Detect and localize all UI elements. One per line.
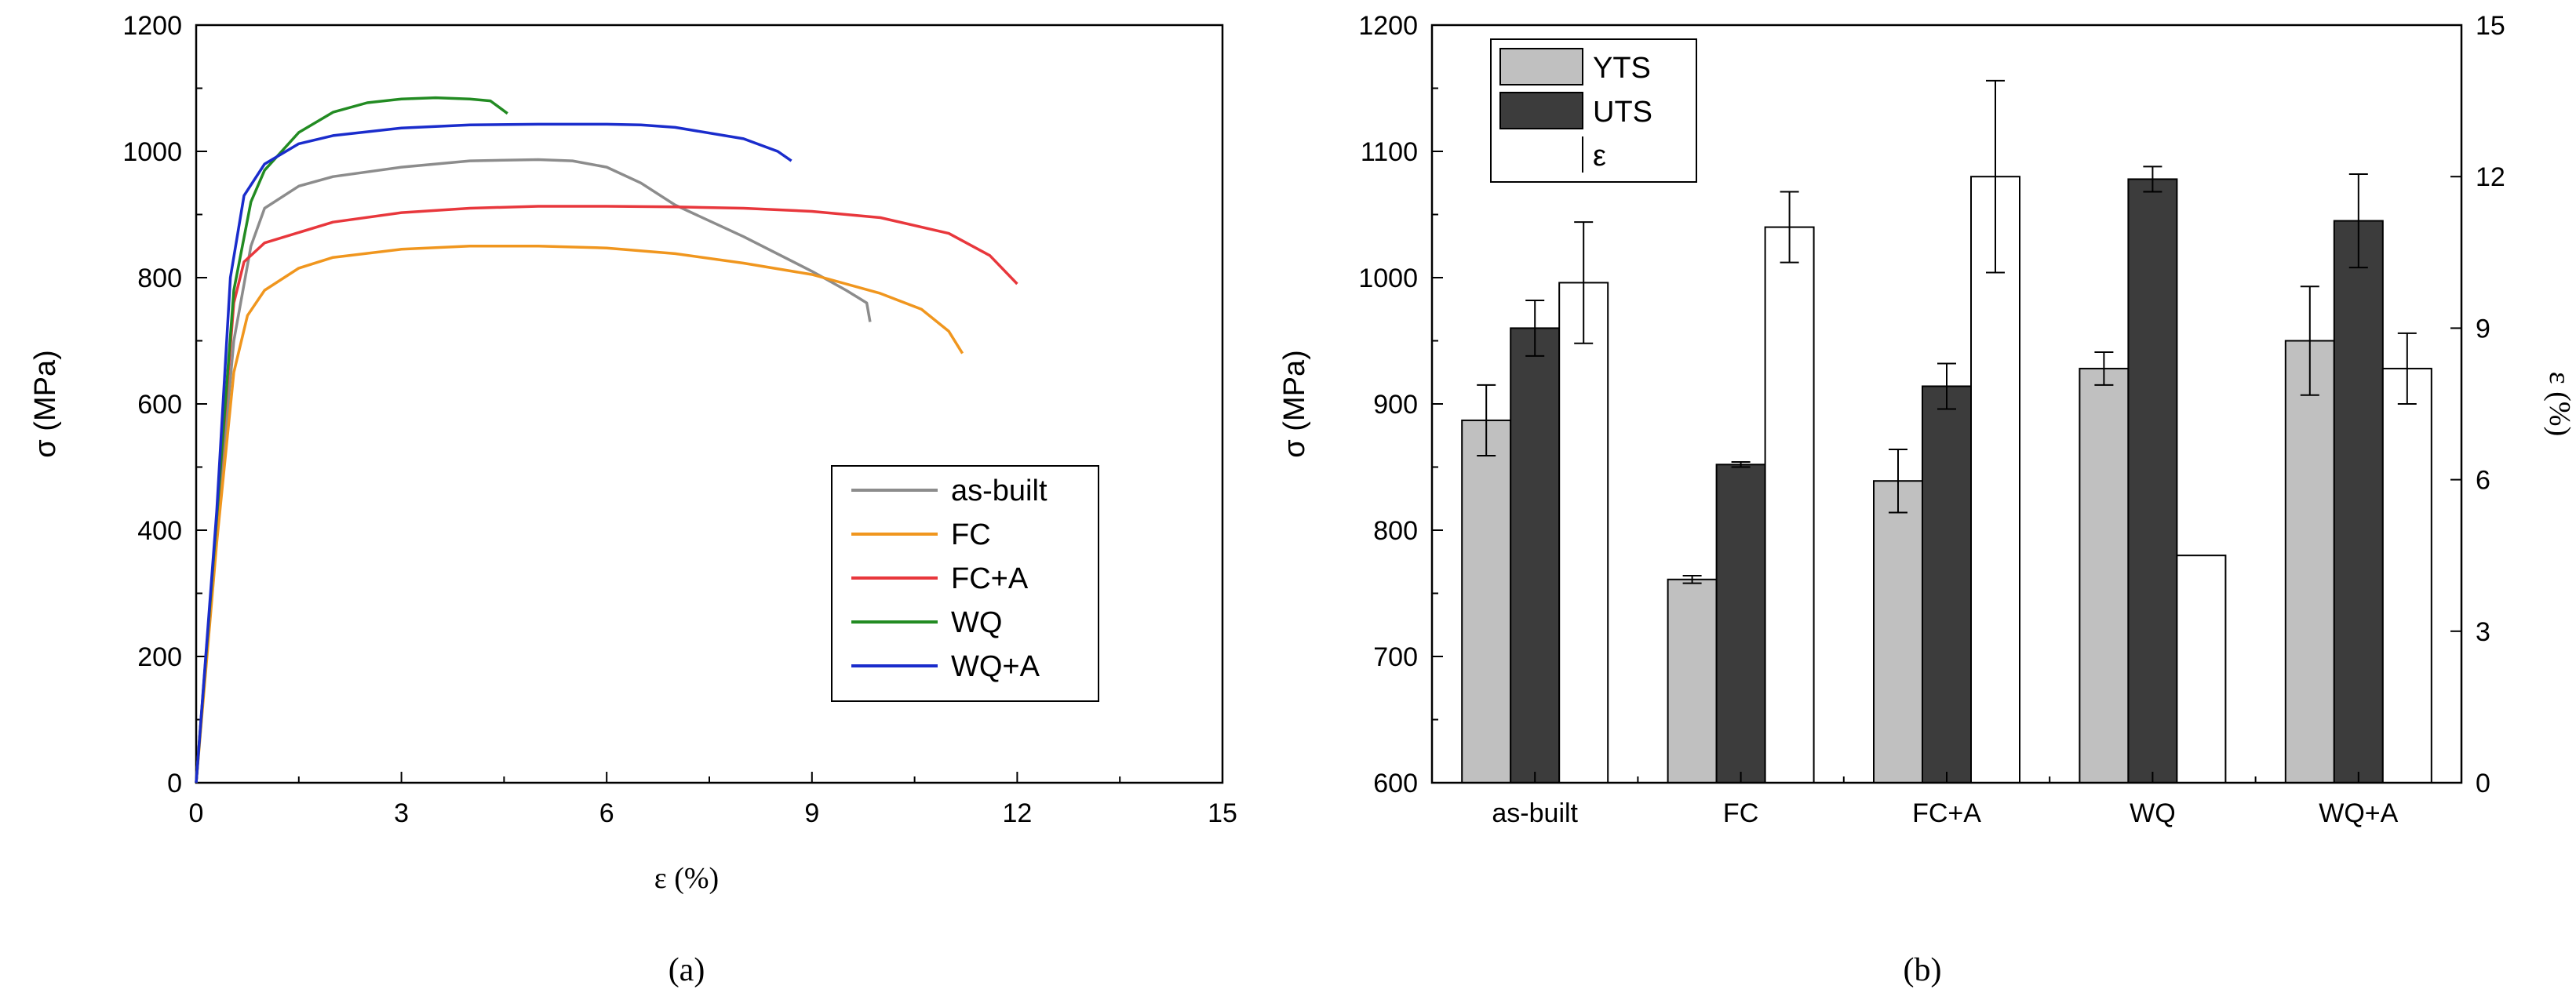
x-tick-label: WQ: [2130, 798, 2176, 828]
bar-UTS: [1922, 385, 1972, 784]
y-tick-label: 700: [1373, 642, 1418, 672]
panel-b-bars: [1461, 79, 2432, 784]
panel-b-bar-chart: 600 700 800 900 1000 1100 1200 0 3 6 9 12 15 as-built…: [1278, 11, 2576, 988]
y2-tick-label: 9: [2476, 314, 2490, 344]
bar-UTS: [2127, 178, 2178, 784]
panel-b-legend: YTS UTS ε: [1490, 38, 1697, 183]
y2-tick-label: 12: [2476, 162, 2505, 192]
y-tick-label: 600: [1373, 769, 1418, 798]
legend-label: UTS: [1593, 96, 1652, 129]
panel-a-curves: [195, 96, 1018, 784]
y2-tick-label: 3: [2476, 617, 2490, 647]
panel-a-axis-ticks: 0 3 6 9 12 15 0 200 400 600 800 1000 1200: [122, 11, 1237, 828]
x-tick-label: FC+A: [1912, 798, 1981, 828]
y2-tick-label: 15: [2476, 11, 2505, 41]
x-tick-label: 0: [189, 798, 204, 828]
bar-UTS: [2333, 220, 2384, 784]
legend-label: FC+A: [951, 562, 1029, 595]
x-tick-label: FC: [1723, 798, 1758, 828]
legend-label: FC: [951, 518, 991, 551]
bar-YTS: [1667, 578, 1718, 784]
bar-UTS: [1715, 464, 1766, 784]
panel-b-axis-ticks: 600 700 800 900 1000 1100 1200 0 3 6 9 12 15 as-built…: [1358, 11, 2505, 828]
x-tick-label: as-built: [1492, 798, 1578, 828]
legend-label: YTS: [1593, 52, 1651, 85]
x-tick-label: 3: [394, 798, 409, 828]
y-tick-label: 0: [167, 769, 182, 798]
panel-b-caption: (b): [1904, 952, 1942, 988]
x-tick-label: 6: [599, 798, 614, 828]
y-tick-label: 1000: [122, 137, 182, 167]
legend-swatch-YTS: [1499, 48, 1583, 85]
y-tick-label: 800: [1373, 516, 1418, 546]
y-tick-label: 1200: [1358, 11, 1418, 41]
bar-ε: [2176, 555, 2227, 784]
bar-ε: [1970, 176, 2020, 784]
panel-a-legend: as-built FC FC+A WQ WQ+A: [831, 465, 1099, 702]
panel-b-y2-axis-label: ε (%): [2543, 372, 2576, 436]
legend-swatch-UTS: [1499, 92, 1583, 129]
y-tick-label: 800: [137, 264, 182, 293]
series-line-FC+A: [195, 205, 1018, 784]
panel-a-line-chart: 0 3 6 9 12 15 0 200 400 600 800 1000 1200 ε (%) σ (M…: [29, 11, 1237, 988]
bar-ε: [2381, 367, 2432, 784]
x-tick-label: 15: [1208, 798, 1237, 828]
y-tick-label: 200: [137, 642, 182, 672]
legend-label: WQ+A: [951, 650, 1040, 683]
bar-YTS: [2079, 367, 2130, 784]
y-tick-label: 400: [137, 516, 182, 546]
y2-tick-label: 0: [2476, 769, 2490, 798]
x-tick-label: 12: [1002, 798, 1032, 828]
bar-UTS: [1510, 327, 1561, 784]
legend-swatch-ε: [1499, 136, 1583, 173]
legend-label: ε: [1593, 140, 1606, 173]
bar-ε: [1764, 226, 1815, 784]
y-tick-label: 900: [1373, 390, 1418, 420]
series-line-WQ+A: [195, 122, 792, 784]
bar-ε: [1558, 282, 1609, 784]
series-line-WQ: [195, 96, 508, 784]
panel-a-caption: (a): [669, 952, 705, 988]
x-tick-label: WQ+A: [2319, 798, 2398, 828]
panel-a-y-axis-label: σ (MPa): [29, 350, 62, 457]
bar-YTS: [1873, 480, 1923, 784]
panel-b-y-axis-label: σ (MPa): [1278, 350, 1311, 457]
panel-a-x-axis-label: ε (%): [654, 862, 719, 895]
legend-label: WQ: [951, 606, 1002, 639]
x-tick-label: 9: [804, 798, 819, 828]
legend-label: as-built: [951, 475, 1048, 507]
y-tick-label: 600: [137, 390, 182, 420]
series-line-as-built: [195, 158, 872, 784]
bar-YTS: [1461, 419, 1512, 784]
y-tick-label: 1100: [1361, 137, 1418, 167]
y-tick-label: 1200: [122, 11, 182, 41]
bar-YTS: [2284, 340, 2335, 784]
y2-tick-label: 6: [2476, 466, 2490, 496]
y-tick-label: 1000: [1358, 264, 1418, 293]
series-line-FC: [195, 245, 964, 784]
panel-a-legend-box: [831, 465, 1099, 702]
